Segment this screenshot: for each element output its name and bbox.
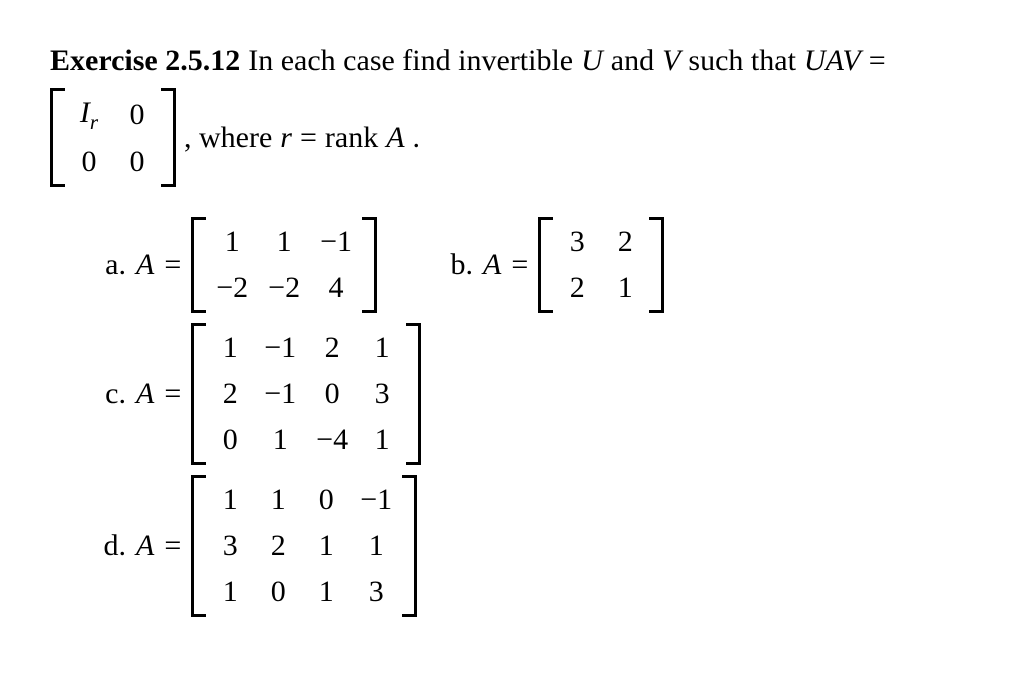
cell: 0 — [123, 94, 151, 136]
where-eq: = — [300, 117, 317, 159]
intro-such-that: such that — [688, 40, 795, 82]
intro-text-pre: In each case find invertible — [248, 40, 573, 82]
bracket-left — [538, 217, 555, 313]
period: . — [413, 117, 421, 159]
cell: 2 — [264, 525, 292, 567]
matrix-d: 1 1 0 −1 3 2 1 1 1 0 1 3 — [191, 475, 417, 617]
exercise-list: a. A = 1 1 −1 −2 −2 4 b. A = — [50, 217, 962, 617]
where-rank: rank — [325, 117, 378, 159]
I-letter: I — [80, 96, 90, 129]
bracket-right — [159, 88, 176, 187]
lhs-UAV: UAV — [804, 40, 861, 82]
cell: 1 — [611, 267, 639, 309]
cell: 0 — [312, 479, 340, 521]
cell: 1 — [216, 479, 244, 521]
intro-and: and — [611, 40, 654, 82]
cell: 2 — [611, 221, 639, 263]
cell: 1 — [268, 221, 300, 263]
row-c: c. A = 1 −1 2 1 2 −1 0 3 0 1 −4 1 — [90, 323, 962, 465]
cell-Ir: Ir — [75, 92, 103, 137]
bracket-right — [647, 217, 664, 313]
cell: 1 — [216, 221, 248, 263]
matrix-b: 3 2 2 1 — [538, 217, 664, 313]
bracket-left — [191, 217, 208, 313]
cell: 2 — [216, 373, 244, 415]
matrix-c: 1 −1 2 1 2 −1 0 3 0 1 −4 1 — [191, 323, 421, 465]
cell: 3 — [368, 373, 396, 415]
cell: 3 — [360, 571, 392, 613]
cell: −1 — [360, 479, 392, 521]
cell: 3 — [563, 221, 591, 263]
item-a-eq: = — [164, 244, 181, 286]
bracket-right — [360, 217, 377, 313]
item-b: b. A = 3 2 2 1 — [437, 217, 664, 313]
item-b-eq: = — [511, 244, 528, 286]
cell: 3 — [216, 525, 244, 567]
exercise-label: Exercise 2.5.12 — [50, 40, 240, 82]
item-a-A: A — [136, 244, 154, 286]
exercise-intro: Exercise 2.5.12 In each case find invert… — [50, 40, 962, 187]
cell: 1 — [264, 479, 292, 521]
bracket-left — [191, 475, 208, 617]
cell: 1 — [368, 327, 396, 369]
I-sub: r — [90, 110, 98, 134]
comma-where: , where — [184, 117, 272, 159]
intro-line: Exercise 2.5.12 In each case find invert… — [50, 40, 962, 187]
intro-matrix: Ir 0 0 0 — [50, 88, 176, 187]
where-A: A — [386, 117, 404, 159]
cell: 0 — [123, 141, 151, 183]
cell: −2 — [216, 267, 248, 309]
cell: 2 — [316, 327, 348, 369]
item-c-A: A — [136, 373, 154, 415]
cell: 1 — [312, 525, 340, 567]
matrix-a: 1 1 −1 −2 −2 4 — [191, 217, 377, 313]
cell: −1 — [264, 327, 296, 369]
item-c: c. A = 1 −1 2 1 2 −1 0 3 0 1 −4 1 — [90, 323, 421, 465]
cell: 0 — [75, 141, 103, 183]
matrix-c-grid: 1 −1 2 1 2 −1 0 3 0 1 −4 1 — [208, 323, 404, 465]
where-r: r — [280, 117, 292, 159]
cell: −1 — [264, 373, 296, 415]
cell: 1 — [368, 419, 396, 461]
item-d-label: d. — [90, 525, 126, 567]
cell: 4 — [320, 267, 352, 309]
item-d: d. A = 1 1 0 −1 3 2 1 1 1 0 1 3 — [90, 475, 417, 617]
cell: 1 — [216, 327, 244, 369]
item-c-eq: = — [164, 373, 181, 415]
cell: 1 — [360, 525, 392, 567]
item-b-A: A — [483, 244, 501, 286]
row-ab: a. A = 1 1 −1 −2 −2 4 b. A = — [90, 217, 962, 313]
equals-sign: = — [869, 40, 886, 82]
bracket-right — [404, 323, 421, 465]
cell: 1 — [216, 571, 244, 613]
cell: 0 — [316, 373, 348, 415]
cell: 0 — [216, 419, 244, 461]
matrix-b-grid: 3 2 2 1 — [555, 217, 647, 313]
cell: 1 — [312, 571, 340, 613]
item-d-eq: = — [164, 525, 181, 567]
row-d: d. A = 1 1 0 −1 3 2 1 1 1 0 1 3 — [90, 475, 962, 617]
var-V: V — [662, 40, 680, 82]
cell: −2 — [268, 267, 300, 309]
bracket-right — [400, 475, 417, 617]
matrix-a-grid: 1 1 −1 −2 −2 4 — [208, 217, 360, 313]
item-a: a. A = 1 1 −1 −2 −2 4 — [90, 217, 377, 313]
matrix-d-grid: 1 1 0 −1 3 2 1 1 1 0 1 3 — [208, 475, 400, 617]
cell: −4 — [316, 419, 348, 461]
cell: −1 — [320, 221, 352, 263]
item-c-label: c. — [90, 373, 126, 415]
bracket-left — [191, 323, 208, 465]
cell: 0 — [264, 571, 292, 613]
item-b-label: b. — [437, 244, 473, 286]
cell: 1 — [264, 419, 296, 461]
var-U: U — [581, 40, 603, 82]
bracket-left — [50, 88, 67, 187]
item-d-A: A — [136, 525, 154, 567]
item-a-label: a. — [90, 244, 126, 286]
cell: 2 — [563, 267, 591, 309]
intro-matrix-grid: Ir 0 0 0 — [67, 88, 159, 187]
